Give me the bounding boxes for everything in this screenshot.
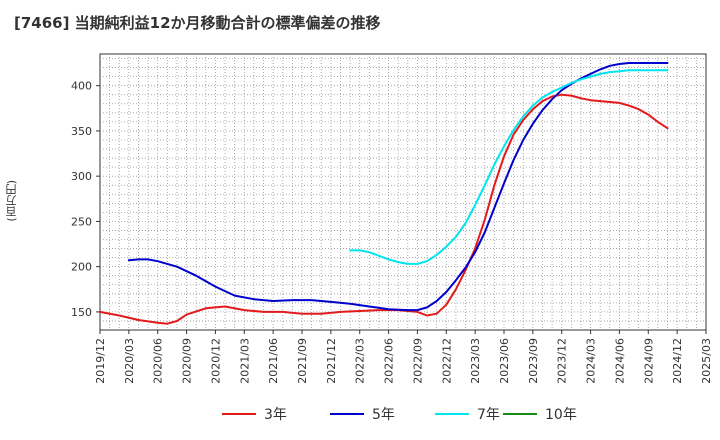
y-tick-label: 250 bbox=[71, 215, 92, 228]
x-tick-label: 2022/03 bbox=[354, 338, 367, 384]
series-line-2 bbox=[127, 62, 669, 312]
x-tick-label: 2021/09 bbox=[296, 338, 309, 384]
legend-label-4: 10年 bbox=[545, 407, 577, 423]
y-tick-label: 300 bbox=[71, 170, 92, 183]
x-tick-label: 2024/12 bbox=[671, 338, 684, 384]
x-tick-label: 2023/03 bbox=[469, 338, 482, 384]
grid-layer bbox=[100, 54, 706, 330]
x-tick-label: 2021/06 bbox=[267, 338, 280, 384]
axis-layer: 150 200 250 300 350 400 2019/12 2020/03 2020/06 2… bbox=[71, 80, 713, 384]
x-tick-label: 2021/12 bbox=[325, 338, 338, 384]
x-tick-label: 2021/03 bbox=[238, 338, 251, 384]
y-tick-label: 350 bbox=[71, 125, 92, 138]
x-tick-label: 2024/03 bbox=[585, 338, 598, 384]
legend: 3年 5年 7年 10年 bbox=[222, 407, 577, 423]
x-tick-label: 2020/12 bbox=[209, 338, 222, 384]
y-tick-label: 200 bbox=[71, 261, 92, 274]
legend-label-3: 7年 bbox=[477, 407, 500, 423]
legend-label-1: 3年 bbox=[264, 407, 287, 423]
x-tick-label: 2020/09 bbox=[181, 338, 194, 384]
series-line-1 bbox=[99, 93, 669, 325]
y-tick-label: 400 bbox=[71, 80, 92, 93]
y-tick-label: 150 bbox=[71, 306, 92, 319]
x-tick-label: 2022/12 bbox=[440, 338, 453, 384]
series-layer bbox=[99, 62, 669, 325]
x-tick-label: 2023/09 bbox=[527, 338, 540, 384]
x-tick-label: 2019/12 bbox=[94, 338, 107, 384]
legend-label-2: 5年 bbox=[372, 407, 395, 423]
x-tick-label: 2025/03 bbox=[700, 338, 713, 384]
x-tick-label: 2020/03 bbox=[123, 338, 136, 384]
chart-title: [7466] 当期純利益12か月移動合計の標準偏差の推移 bbox=[14, 14, 381, 32]
x-tick-label: 2023/06 bbox=[498, 338, 511, 384]
x-tick-label: 2024/09 bbox=[642, 338, 655, 384]
x-tick-label: 2022/06 bbox=[383, 338, 396, 384]
plot-area bbox=[99, 53, 707, 331]
x-tick-label: 2020/06 bbox=[152, 338, 165, 384]
x-tick-label: 2022/09 bbox=[411, 338, 424, 384]
x-tick-label: 2023/12 bbox=[556, 338, 569, 384]
x-tick-label: 2024/06 bbox=[613, 338, 626, 384]
series-line-3 bbox=[349, 69, 669, 265]
